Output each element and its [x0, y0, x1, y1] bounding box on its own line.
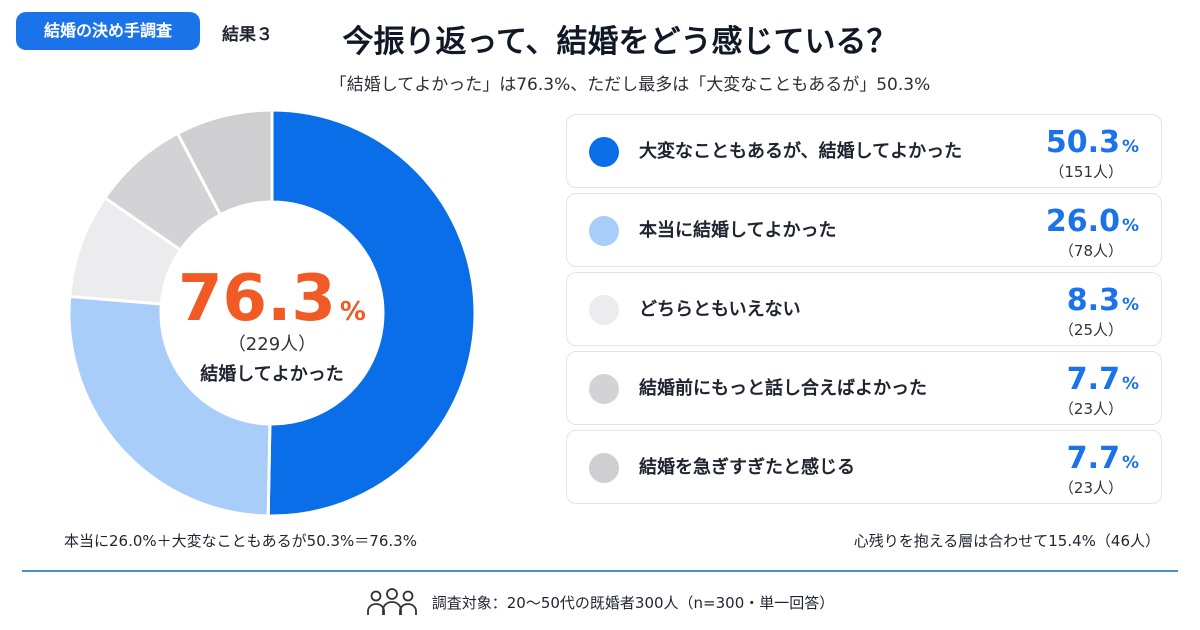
legend-unit: %: [1121, 295, 1139, 315]
page-title: 今振り返って、結婚をどう感じている？: [342, 24, 898, 60]
legend-label: 大変なこともあるが、結婚してよかった: [639, 141, 963, 162]
footer-divider: [22, 570, 1178, 572]
legend-count: （23人）: [1058, 479, 1123, 497]
center-percentage-value: 76.3: [178, 262, 336, 336]
legend-dot: [589, 453, 619, 483]
center-percentage-unit: %: [339, 297, 366, 327]
legend-dot: [589, 137, 619, 167]
legend-unit: %: [1121, 453, 1139, 473]
legend-dot: [589, 374, 619, 404]
donut-slice: [67, 294, 272, 518]
legend-item: 本当に結婚してよかった 26.0% （78人）: [566, 193, 1162, 267]
center-label: 結婚してよかった: [200, 364, 344, 385]
legend-value: 7.7: [1066, 362, 1120, 397]
legend-label: 本当に結婚してよかった: [639, 220, 837, 241]
page-subtitle: 「結婚してよかった」は76.3%、ただし最多は「大変なこともあるが」50.3%: [329, 75, 931, 95]
donut-chart: [67, 108, 477, 518]
legend-value: 8.3: [1066, 283, 1120, 318]
center-percentage: 76.3%: [152, 262, 392, 336]
legend-unit: %: [1121, 374, 1139, 394]
legend-label: 結婚を急ぎすぎたと感じる: [639, 457, 855, 478]
legend-value: 26.0: [1045, 204, 1120, 239]
result-label: 結果３: [222, 25, 273, 45]
left-note: 本当に26.0%＋大変なこともあるが50.3%＝76.3%: [64, 532, 417, 550]
legend-value: 7.7: [1066, 441, 1120, 476]
legend-count: （23人）: [1058, 400, 1123, 418]
legend: 大変なこともあるが、結婚してよかった 50.3% （151人） 本当に結婚してよ…: [566, 114, 1162, 509]
center-count: （229人）: [227, 334, 317, 355]
legend-dot: [589, 295, 619, 325]
legend-percentage: 7.7%: [1067, 441, 1139, 476]
legend-label: 結婚前にもっと話し合えばよかった: [639, 378, 927, 399]
legend-unit: %: [1121, 216, 1139, 236]
legend-value: 50.3: [1045, 125, 1120, 160]
legend-percentage: 7.7%: [1067, 362, 1139, 397]
legend-unit: %: [1121, 137, 1139, 157]
legend-item: 大変なこともあるが、結婚してよかった 50.3% （151人）: [566, 114, 1162, 188]
legend-count: （151人）: [1049, 163, 1123, 181]
people-group-icon: [366, 588, 417, 615]
survey-tag: 結婚の決め手調査: [16, 12, 200, 50]
legend-count: （78人）: [1058, 242, 1123, 260]
legend-percentage: 8.3%: [1067, 283, 1139, 318]
donut-slice: [175, 108, 274, 217]
footer-text: 調査対象：20〜50代の既婚者300人（n=300・単一回答）: [431, 593, 835, 612]
legend-percentage: 50.3%: [1046, 125, 1139, 160]
donut-slice: [266, 108, 477, 518]
legend-item: 結婚を急ぎすぎたと感じる 7.7% （23人）: [566, 430, 1162, 504]
right-note: 心残りを抱える層は合わせて15.4%（46人）: [853, 532, 1160, 550]
legend-label: どちらともいえない: [639, 299, 801, 320]
legend-count: （25人）: [1058, 321, 1123, 339]
footer: 調査対象：20〜50代の既婚者300人（n=300・単一回答）: [0, 586, 1200, 618]
legend-dot: [589, 216, 619, 246]
legend-item: どちらともいえない 8.3% （25人）: [566, 272, 1162, 346]
legend-item: 結婚前にもっと話し合えばよかった 7.7% （23人）: [566, 351, 1162, 425]
legend-percentage: 26.0%: [1046, 204, 1139, 239]
